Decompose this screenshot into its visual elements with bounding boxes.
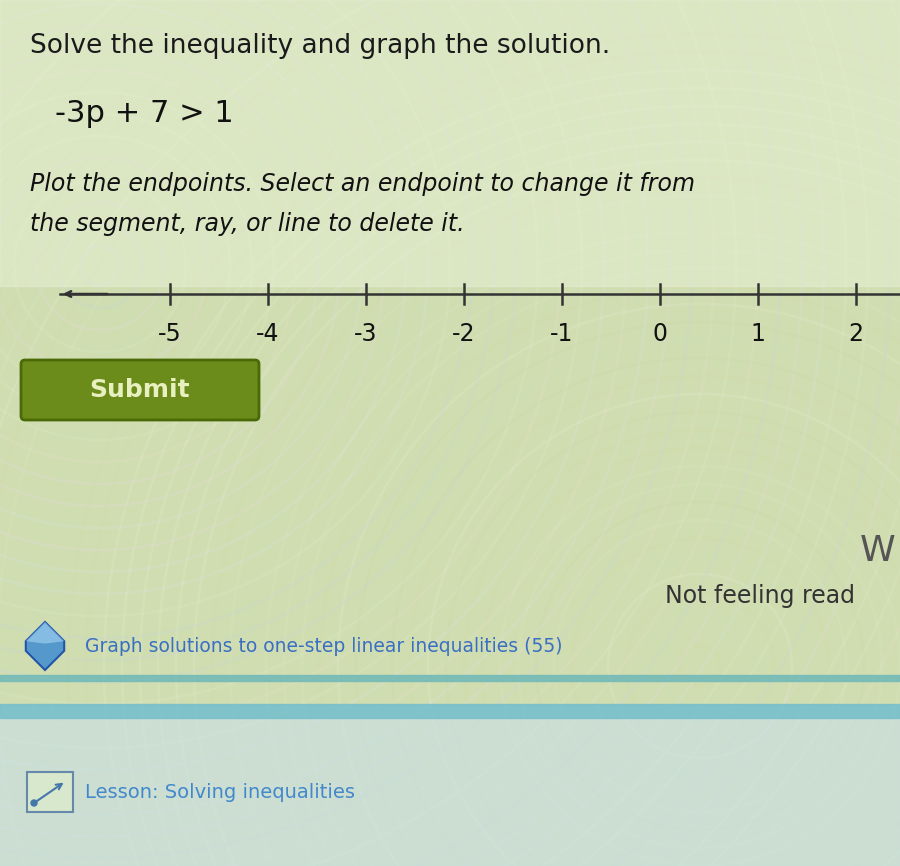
Text: 1: 1 (751, 322, 765, 346)
Bar (0, 718, 900, 866)
Text: -3: -3 (355, 322, 378, 346)
Text: 0: 0 (652, 322, 668, 346)
Bar (0, 704, 900, 718)
Text: -4: -4 (256, 322, 280, 346)
Text: Plot the endpoints. Select an endpoint to change it from: Plot the endpoints. Select an endpoint t… (30, 172, 695, 196)
Polygon shape (26, 622, 64, 643)
Text: -3p + 7 > 1: -3p + 7 > 1 (55, 100, 234, 128)
Circle shape (31, 800, 37, 806)
Text: Submit: Submit (90, 378, 190, 402)
Text: -1: -1 (550, 322, 573, 346)
Text: -2: -2 (452, 322, 476, 346)
Text: Lesson: Solving inequalities: Lesson: Solving inequalities (85, 783, 355, 802)
Text: the segment, ray, or line to delete it.: the segment, ray, or line to delete it. (30, 212, 464, 236)
FancyBboxPatch shape (27, 772, 73, 812)
Bar (0, 675, 900, 681)
Text: Graph solutions to one-step linear inequalities (55): Graph solutions to one-step linear inequ… (85, 637, 562, 656)
Text: 2: 2 (849, 322, 863, 346)
FancyBboxPatch shape (21, 360, 259, 420)
Text: -5: -5 (158, 322, 182, 346)
Text: Not feeling read: Not feeling read (665, 584, 855, 608)
Bar (0, 0, 900, 286)
Text: W: W (860, 534, 896, 568)
Text: Solve the inequality and graph the solution.: Solve the inequality and graph the solut… (30, 33, 610, 59)
Polygon shape (26, 622, 64, 670)
